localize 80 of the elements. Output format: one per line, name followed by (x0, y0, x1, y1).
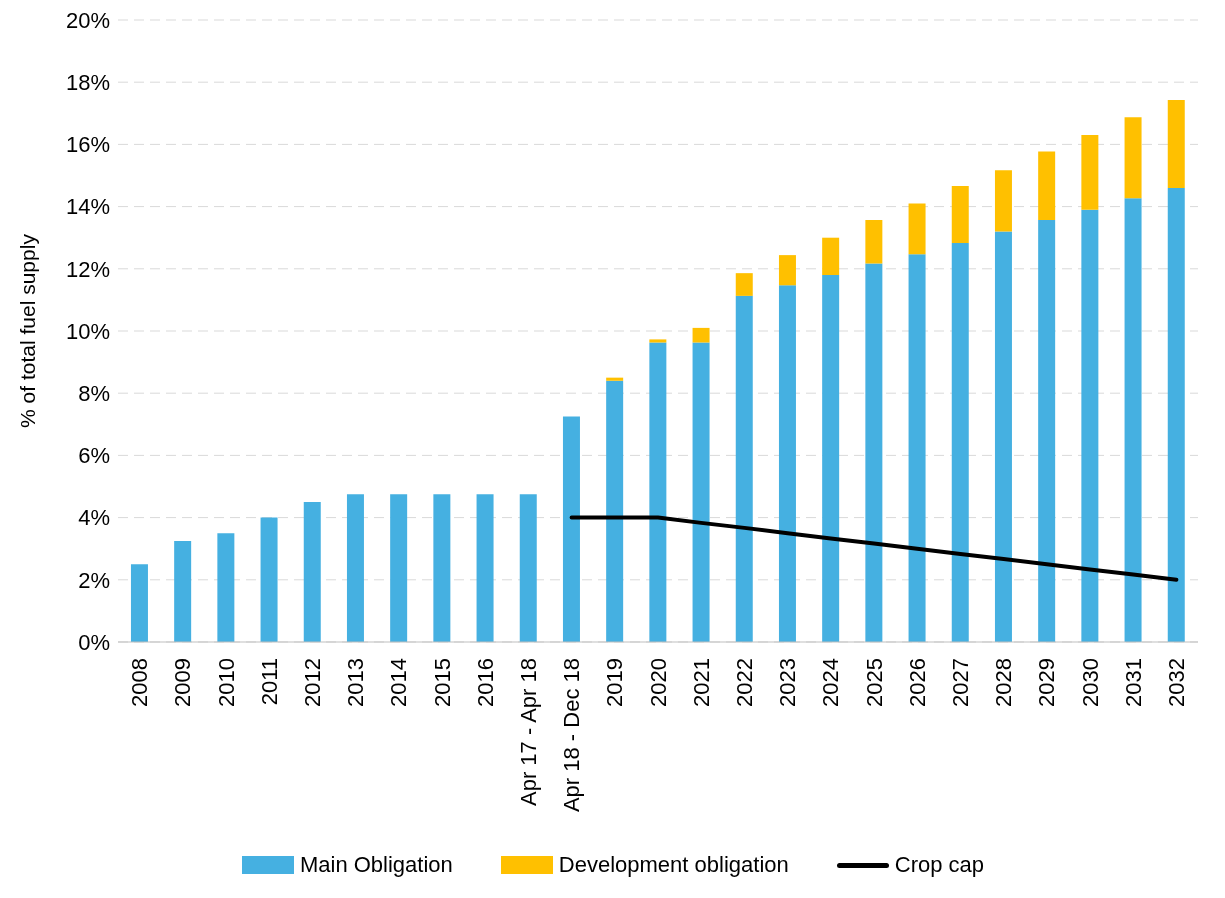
bar (692, 327, 710, 343)
bar (1124, 117, 1142, 199)
y-tick-label: 20% (65, 7, 110, 33)
bar (951, 186, 969, 243)
bar (1167, 187, 1185, 642)
bar (778, 255, 796, 286)
bar (994, 170, 1012, 232)
y-tick-label: 16% (65, 132, 110, 158)
bar (735, 295, 753, 642)
y-tick-label: 4% (78, 505, 110, 531)
x-tick-label: 2020 (645, 658, 671, 707)
x-tick-label: 2024 (818, 658, 844, 707)
bar (822, 275, 840, 642)
y-axis-title: % of total fuel supply (16, 233, 40, 428)
bar (562, 416, 580, 642)
legend-label: Main Obligation (299, 852, 453, 878)
x-tick-label: 2021 (688, 658, 714, 707)
y-tick-label: 12% (65, 256, 110, 282)
x-tick-label: 2019 (602, 658, 628, 707)
bar (822, 237, 840, 276)
bar (606, 377, 624, 381)
x-tick-label: 2008 (127, 658, 153, 707)
bar (778, 285, 796, 642)
bar (908, 203, 926, 255)
bar (217, 533, 235, 642)
x-tick-label: 2028 (991, 658, 1017, 707)
legend-label: Development obligation (558, 852, 789, 878)
x-tick-label: 2023 (775, 658, 801, 707)
x-tick-label: 2025 (861, 658, 887, 707)
x-tick-label: 2026 (904, 658, 930, 707)
x-tick-label: Apr 17 - Apr 18 (515, 658, 541, 806)
bar (1081, 209, 1099, 642)
y-tick-label: 2% (78, 567, 110, 593)
bar (606, 380, 624, 642)
x-tick-label: 2031 (1120, 658, 1146, 707)
y-tick-label: 14% (65, 194, 110, 220)
y-tick-label: 18% (65, 70, 110, 96)
x-tick-label: 2012 (299, 658, 325, 707)
bar (735, 273, 753, 296)
bar (1038, 219, 1056, 642)
x-tick-label: 2032 (1163, 658, 1189, 707)
x-tick-label: 2022 (731, 658, 757, 707)
bar (390, 494, 408, 642)
bar (865, 219, 883, 264)
bar (303, 502, 321, 642)
x-tick-label: 2027 (947, 658, 973, 707)
y-tick-label: 6% (78, 443, 110, 469)
bar (908, 254, 926, 642)
bar (260, 517, 278, 642)
bar (1124, 198, 1142, 642)
x-tick-label: 2010 (213, 658, 239, 707)
x-tick-label: 2030 (1077, 658, 1103, 707)
bar (951, 242, 969, 642)
bar (476, 494, 494, 642)
line-series (569, 515, 1179, 582)
x-tick-label: 2011 (256, 658, 282, 706)
x-tick-label: 2013 (343, 658, 369, 707)
x-tick-label: 2016 (472, 658, 498, 707)
bar (692, 342, 710, 642)
bar (346, 494, 364, 642)
bar (519, 494, 537, 642)
bar (1167, 99, 1185, 188)
y-tick-label: 10% (65, 318, 110, 344)
x-tick-label: 2014 (386, 658, 412, 707)
bar (994, 231, 1012, 642)
y-tick-label: 0% (78, 629, 110, 655)
bar (1081, 135, 1099, 210)
y-tick-label: 8% (78, 381, 110, 407)
bar (649, 342, 667, 642)
legend-label: Crop cap (894, 852, 985, 878)
x-tick-label: Apr 18 - Dec 18 (559, 658, 585, 813)
x-tick-label: 2009 (170, 658, 196, 707)
bar (865, 263, 883, 642)
x-tick-label: 2029 (1034, 658, 1060, 707)
x-tick-label: 2015 (429, 658, 455, 707)
bar (649, 339, 667, 343)
bar (130, 564, 148, 642)
bar (433, 494, 451, 642)
bar (1038, 151, 1056, 220)
bar (174, 540, 192, 642)
